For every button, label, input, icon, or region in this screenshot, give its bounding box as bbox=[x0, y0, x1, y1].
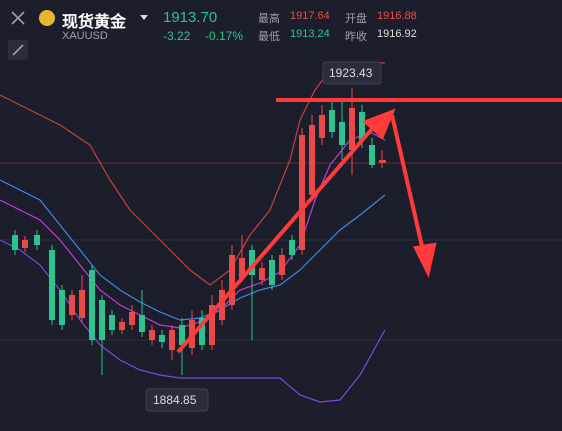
up-arrow bbox=[176, 120, 380, 354]
candle bbox=[79, 290, 85, 318]
low-label: 1884.85 bbox=[153, 393, 197, 407]
candle bbox=[329, 110, 335, 132]
change-pct: -0.17% bbox=[205, 29, 244, 43]
candle bbox=[229, 255, 235, 305]
candle bbox=[179, 325, 185, 345]
dropdown-icon[interactable] bbox=[140, 15, 148, 20]
stat-label: 昨收 bbox=[345, 31, 367, 43]
candle bbox=[299, 135, 305, 250]
ma-band bbox=[0, 179, 386, 321]
high-label: 1923.43 bbox=[329, 66, 373, 80]
toolbar bbox=[8, 11, 28, 60]
change: -3.22 bbox=[163, 29, 191, 43]
candle bbox=[89, 270, 95, 340]
close-icon[interactable] bbox=[11, 11, 25, 25]
stat-value: 1916.92 bbox=[377, 28, 417, 40]
candle bbox=[12, 235, 18, 250]
candle bbox=[339, 122, 345, 145]
candle bbox=[249, 250, 255, 275]
candle bbox=[309, 125, 315, 195]
candle bbox=[99, 300, 105, 340]
low-label-box bbox=[145, 388, 209, 412]
high-label-box bbox=[322, 61, 382, 85]
candle bbox=[279, 255, 285, 275]
stat-value: 1917.64 bbox=[290, 10, 330, 22]
candle bbox=[369, 145, 375, 165]
candle bbox=[319, 115, 325, 138]
stat-value: 1913.24 bbox=[290, 28, 330, 40]
candle bbox=[209, 305, 215, 345]
candle bbox=[259, 268, 265, 280]
candles bbox=[12, 88, 386, 375]
candle bbox=[199, 318, 205, 345]
candle bbox=[69, 295, 75, 315]
price: 1913.70 bbox=[163, 9, 218, 26]
expand-icon[interactable] bbox=[12, 44, 24, 56]
candle bbox=[34, 235, 40, 245]
candle bbox=[119, 322, 125, 330]
candle bbox=[219, 290, 225, 320]
candle bbox=[149, 330, 155, 340]
candle bbox=[159, 335, 165, 342]
stat-value: 1916.88 bbox=[377, 10, 417, 22]
arrow-head bbox=[362, 108, 396, 140]
stat-label: 最低 bbox=[258, 31, 280, 43]
gold-icon bbox=[39, 10, 55, 26]
stat-label: 最高 bbox=[258, 13, 280, 25]
candle bbox=[59, 290, 65, 325]
candle bbox=[109, 315, 115, 330]
instrument-name[interactable]: 现货黄金 bbox=[62, 14, 127, 31]
candle bbox=[129, 312, 135, 325]
candle bbox=[379, 160, 386, 163]
middle-band bbox=[0, 131, 386, 329]
candle bbox=[359, 112, 365, 140]
candle bbox=[22, 240, 28, 248]
stat-label: 开盘 bbox=[345, 13, 367, 25]
candle bbox=[169, 330, 175, 350]
candle bbox=[349, 108, 355, 150]
arrows bbox=[176, 108, 437, 354]
candle bbox=[139, 315, 145, 332]
candle bbox=[289, 240, 295, 255]
candle bbox=[239, 258, 245, 278]
symbol: XAUUSD bbox=[62, 30, 108, 42]
candle bbox=[49, 250, 55, 320]
upper-band bbox=[0, 61, 386, 286]
down-arrow bbox=[390, 114, 426, 256]
candle bbox=[269, 260, 275, 285]
arrow-head bbox=[413, 242, 437, 278]
